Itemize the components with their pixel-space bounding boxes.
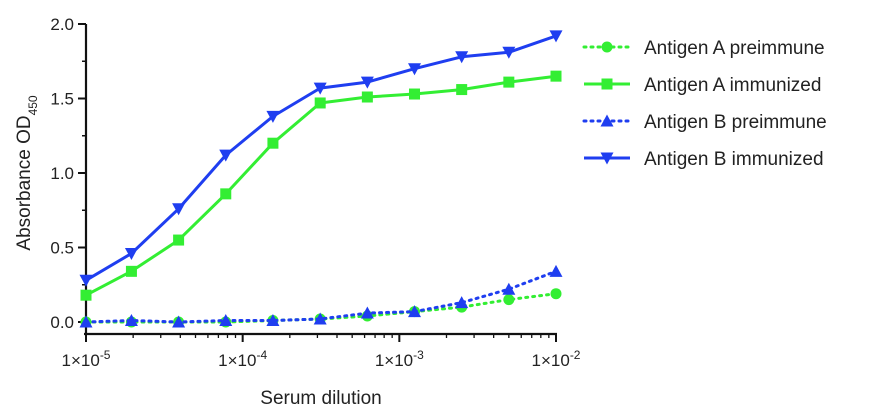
legend-marker (601, 78, 613, 90)
legend-item: Antigen A preimmune (582, 38, 825, 59)
data-point (124, 314, 138, 327)
data-point (219, 149, 233, 162)
data-point (455, 51, 469, 64)
legend-label: Antigen B immunized (644, 149, 824, 170)
data-point (502, 282, 516, 295)
data-point (550, 70, 562, 82)
x-axis-title: Serum dilution (260, 388, 381, 409)
data-point (549, 30, 563, 43)
legend-label: Antigen A immunized (644, 75, 821, 96)
data-point (503, 294, 515, 306)
data-point (550, 288, 562, 300)
data-point (503, 76, 515, 88)
data-point (313, 312, 327, 325)
data-point (456, 84, 468, 96)
data-point (361, 91, 373, 103)
x-tick-label: 1×10-5 (62, 348, 111, 370)
y-tick-label: 0.0 (50, 313, 74, 332)
legend-label: Antigen B preimmune (644, 112, 827, 133)
data-point (172, 315, 186, 328)
legend-item: Antigen B immunized (584, 149, 824, 170)
data-point (173, 234, 185, 246)
data-point (172, 203, 186, 216)
y-tick-label: 1.0 (50, 164, 74, 183)
legend-marker (601, 41, 613, 53)
data-point (455, 296, 469, 309)
legend-marker (600, 152, 614, 165)
data-point (360, 76, 374, 89)
series-group (79, 30, 563, 328)
data-point (408, 305, 422, 318)
data-point (267, 137, 279, 149)
y-axis-title: Absorbance OD450 (14, 95, 40, 251)
data-point (314, 97, 326, 109)
series-antigen-a-immunized (80, 70, 562, 301)
x-tick-label: 1×10-4 (218, 348, 267, 370)
legend-item: Antigen A immunized (584, 75, 821, 96)
legend-label: Antigen A preimmune (644, 38, 825, 59)
series-antigen-b-preimmune (79, 264, 563, 328)
legend-item: Antigen B preimmune (582, 112, 827, 133)
series-line (85, 74, 557, 297)
data-point (220, 188, 232, 200)
legend: Antigen A preimmune Antigen A immunized An… (582, 38, 827, 170)
x-tick-label: 1×10-3 (375, 348, 424, 370)
data-point (549, 264, 563, 277)
x-tick-label: 1×10-2 (532, 348, 581, 370)
y-tick-label: 0.5 (50, 239, 74, 258)
data-point (502, 46, 516, 59)
data-point (219, 314, 233, 327)
y-tick-label: 1.5 (50, 90, 74, 109)
data-point (124, 247, 138, 260)
data-point (79, 315, 93, 328)
legend-marker (600, 114, 614, 127)
data-point (266, 110, 280, 123)
data-point (80, 289, 92, 301)
series-line (85, 34, 557, 282)
data-point (409, 88, 421, 100)
data-point (360, 306, 374, 319)
data-point (313, 82, 327, 95)
y-tick-label: 2.0 (50, 15, 74, 34)
series-antigen-b-immunized (79, 30, 563, 287)
axes: 0.0 0.5 1.0 1.5 2.0 1×10-5 1×10-4 1×10-3 1×10-2 S… (14, 15, 581, 409)
data-point (266, 314, 280, 327)
data-point (79, 274, 93, 287)
data-point (125, 265, 137, 277)
data-point (408, 63, 422, 76)
